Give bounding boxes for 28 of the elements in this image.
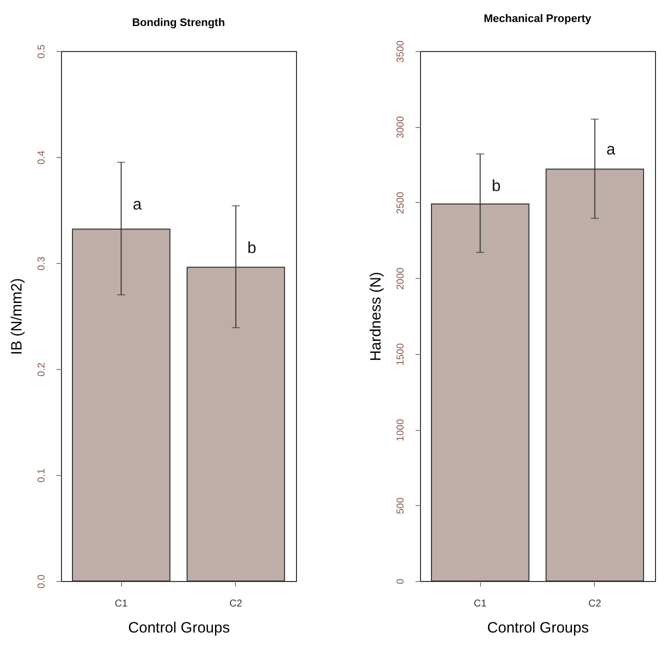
annotation: b <box>492 178 501 195</box>
x-axis-title: Control Groups <box>487 620 589 636</box>
x-tick-label: C1 <box>474 598 488 610</box>
y-tick-label: 0 <box>396 578 406 584</box>
y-tick-label: 3500 <box>396 40 406 63</box>
y-tick-label: 0.1 <box>36 468 48 482</box>
y-axis-title: Hardness (N) <box>368 272 384 362</box>
y-tick-label: 0.5 <box>36 44 48 58</box>
x-tick-label: C2 <box>588 598 602 610</box>
y-tick-label: 1500 <box>396 342 406 366</box>
y-tick-label: 0.4 <box>36 150 48 164</box>
y-tick-label: 0.3 <box>36 256 48 270</box>
y-tick-label: 3000 <box>396 116 406 138</box>
y-tick-label: 2000 <box>396 267 406 290</box>
chart-title: Mechanical Property <box>484 12 592 25</box>
x-tick-label: C2 <box>229 598 243 610</box>
x-tick-label: C1 <box>114 598 128 610</box>
y-tick-label: 0.0 <box>36 574 48 588</box>
y-tick-label: 2500 <box>396 191 406 214</box>
y-tick-label: 0.2 <box>36 362 48 376</box>
y-axis-title: IB (N/mm2) <box>8 278 26 355</box>
annotation: b <box>247 240 256 258</box>
annotation: a <box>606 141 616 158</box>
y-tick-label: 500 <box>396 497 406 514</box>
chart-title: Bonding Strength <box>132 17 226 30</box>
x-axis-title: Control Groups <box>128 620 230 636</box>
annotation: a <box>132 196 142 214</box>
y-tick-label: 1000 <box>396 418 406 442</box>
